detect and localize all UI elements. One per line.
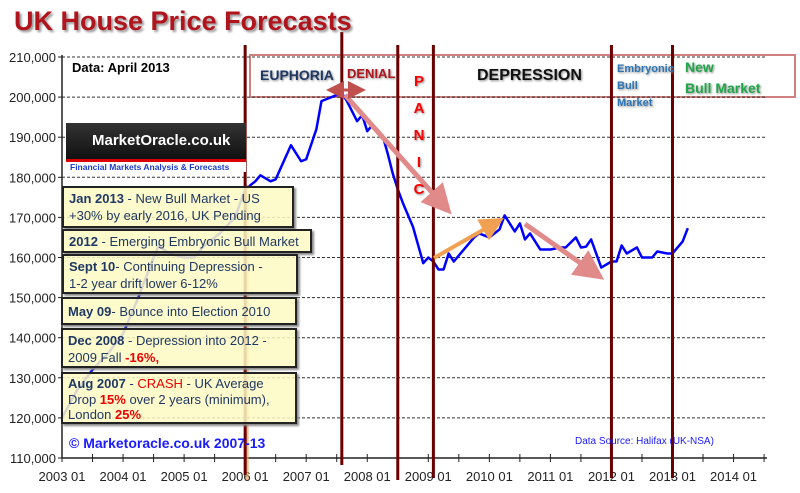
phase-panic: P A N I C (412, 68, 426, 203)
trend-arrow-panic (343, 93, 452, 215)
y-tick-label: 210,000 (9, 50, 56, 65)
box-lead: May 09 (68, 304, 112, 319)
box-text: +30% by early 2016, UK Pending (69, 208, 261, 223)
phase-new-bull-line: Bull Market (685, 80, 761, 96)
box-text: - (125, 376, 138, 391)
phase-new-bull: New Bull Market (685, 57, 760, 99)
x-tick-label: 2003 01 (39, 469, 86, 484)
box-highlight: -16%, (125, 350, 160, 365)
box-text: - New Bull Market - US (123, 191, 260, 206)
phase-embryonic-line: Bull (617, 80, 638, 92)
box-highlight: 25% (115, 407, 142, 422)
box-highlight: 15% (99, 391, 126, 407)
annotation-dec-2008: Dec 2008 - Depression into 2012 - 2009 Fa… (61, 328, 297, 368)
box-lead: 2012 (69, 234, 98, 249)
y-tick-label: 120,000 (9, 411, 56, 426)
annotation-aug-2007: Aug 2007 - CRASH - UK Average Drop 15% ov… (61, 372, 297, 424)
annotation-jan-2013: Jan 2013 - New Bull Market - US +30% by e… (62, 186, 294, 228)
annotation-2012: 2012 - Emerging Embryonic Bull Market (62, 229, 312, 253)
phase-depression: DEPRESSION (477, 67, 582, 84)
x-tick-label: 2008 01 (344, 469, 391, 484)
box-lead: Dec 2008 (68, 333, 125, 348)
phase-embryonic-line: Market (617, 97, 653, 109)
panic-letter: P (413, 73, 424, 90)
box-text: over 2 years (minimum), (125, 391, 270, 407)
y-tick-label: 190,000 (9, 130, 56, 145)
y-tick-label: 140,000 (9, 331, 56, 346)
box-text: London (68, 407, 115, 422)
panic-letter: I (416, 154, 422, 171)
y-tick-label: 150,000 (9, 291, 56, 306)
x-tick-label: 2010 01 (466, 469, 513, 484)
x-tick-label: 2007 01 (283, 469, 330, 484)
y-tick-label: 160,000 (9, 251, 56, 266)
panic-letter: N (413, 127, 425, 144)
logo-tagline: Financial Markets Analysis & Forecasts (66, 162, 246, 172)
box-lead: Sept 10 (69, 259, 116, 274)
x-tick-label: 2006 01 (222, 469, 269, 484)
box-text: - Emerging Embryonic Bull Market (97, 234, 299, 249)
marketoracle-logo: MarketOracle.co.uk Financial Markets Ana… (66, 123, 246, 176)
copyright: © Marketoracle.co.uk 2007-13 (69, 435, 266, 451)
phase-euphoria: EUPHORIA (260, 67, 334, 83)
y-tick-label: 130,000 (9, 371, 56, 386)
box-lead: Aug 2007 (68, 376, 126, 391)
trend-arrow-bounce (433, 218, 504, 260)
annotation-may-09: May 09- Bounce into Election 2010 (61, 297, 297, 325)
phase-denial: DENIAL (347, 66, 396, 81)
annotation-sept-10: Sept 10- Continuing Depression - 1-2 year… (62, 254, 298, 294)
x-tick-label: 2004 01 (100, 469, 147, 484)
x-tick-label: 2014 01 (710, 469, 757, 484)
x-tick-label: 2011 01 (527, 469, 573, 484)
trend-arrow-drift (523, 221, 605, 280)
box-text: Drop (68, 391, 100, 407)
chart-title: UK House Price Forecasts (14, 6, 352, 36)
box-text: - Depression into 2012 - (124, 333, 267, 348)
data-date-note: Data: April 2013 (72, 60, 170, 75)
box-text: - Bounce into Election 2010 (111, 304, 271, 319)
phase-embryonic: Embryonic Bull Market (617, 61, 674, 112)
y-tick-label: 170,000 (9, 210, 56, 225)
panic-letter: C (413, 181, 425, 198)
phase-new-bull-line: New (685, 59, 714, 75)
box-lead: Jan 2013 (69, 191, 124, 206)
y-tick-label: 110,000 (10, 451, 56, 466)
phase-embryonic-line: Embryonic (617, 63, 674, 75)
box-text: 2009 Fall (68, 350, 126, 365)
panic-letter: A (413, 100, 425, 117)
box-text: 1-2 year drift lower 6-12% (69, 276, 218, 291)
box-text: - UK Average (182, 376, 264, 391)
box-text: - Continuing Depression - (115, 259, 263, 274)
y-tick-label: 200,000 (9, 90, 56, 105)
logo-name: MarketOracle.co.uk (66, 123, 246, 162)
data-source: Data Source: Halifax (UK-NSA) (575, 436, 714, 447)
x-tick-label: 2009 01 (405, 469, 452, 484)
y-tick-label: 180,000 (9, 170, 56, 185)
x-tick-label: 2005 01 (161, 469, 208, 484)
box-highlight: CRASH (137, 376, 183, 391)
